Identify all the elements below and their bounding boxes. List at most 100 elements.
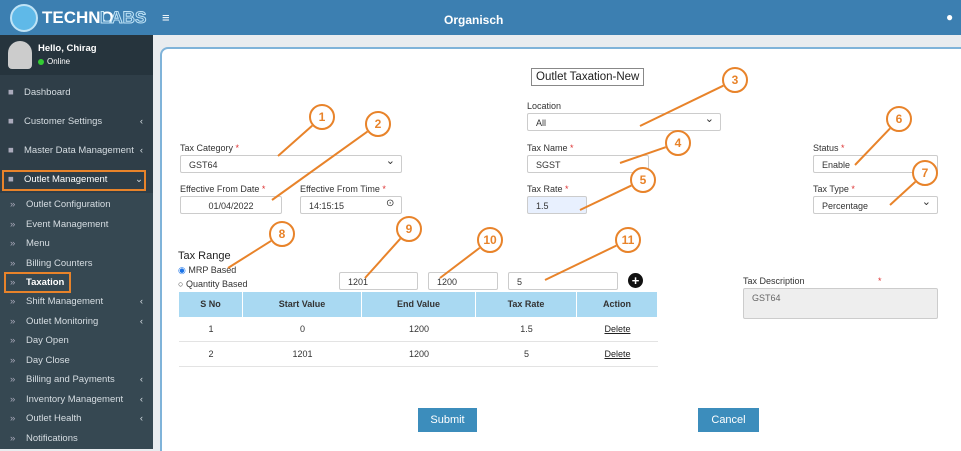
table-cell: 1: [208, 324, 214, 334]
required-mark: *: [261, 184, 266, 194]
menu-label: Outlet Management: [24, 174, 108, 185]
menu-icon: »: [10, 199, 16, 210]
select[interactable]: GST64: [180, 152, 402, 173]
callout-circle: [309, 104, 335, 130]
status: Online: [47, 57, 71, 66]
menu-icon: »: [10, 258, 16, 269]
radio-label: MRP Based: [188, 265, 237, 275]
row-line: [179, 366, 658, 367]
menu-item[interactable]: » Event Management: [0, 215, 153, 235]
menu-item[interactable]: » Billing and Payments ‹: [0, 370, 153, 390]
callout-line: [639, 84, 724, 127]
menu-item[interactable]: ■ Master Data Management ‹: [0, 141, 153, 161]
menu-item[interactable]: » Day Close: [0, 351, 153, 371]
text-input[interactable]: 14:15:15: [300, 196, 402, 214]
submit-button[interactable]: Submit: [418, 408, 477, 432]
menu-item[interactable]: » Menu: [0, 234, 153, 254]
callout-number: 9: [406, 222, 413, 236]
callout-line: [439, 247, 481, 279]
menu-icon: »: [10, 394, 16, 405]
menu-toggle[interactable]: ≡: [162, 10, 170, 25]
chevron: ‹: [139, 316, 143, 327]
chevron: ‹: [139, 116, 143, 127]
menu-item[interactable]: » Billing Counters: [0, 254, 153, 274]
callout-circle: [722, 67, 748, 93]
callout-number: 2: [375, 117, 382, 131]
menu-item[interactable]: » Shift Management ‹: [0, 292, 153, 312]
cancel-button[interactable]: Cancel: [698, 408, 759, 432]
menu-icon: »: [10, 335, 16, 346]
highlight-box: [2, 170, 146, 191]
menu-item[interactable]: » Outlet Configuration: [0, 195, 153, 215]
menu-item[interactable]: » Inventory Management ‹: [0, 390, 153, 410]
menu-item[interactable]: » Taxation: [0, 273, 153, 293]
table-cell: 1201: [292, 349, 313, 359]
field-label: Tax Category *: [180, 143, 239, 153]
textarea[interactable]: GST64: [743, 288, 938, 319]
select[interactable]: All: [527, 110, 721, 131]
field-label: Tax Rate *: [527, 184, 569, 194]
chevron: ‹: [139, 394, 143, 405]
table-cell: 1.5: [520, 324, 533, 334]
callout-circle: [886, 106, 912, 132]
field-label: Location: [527, 101, 561, 111]
end-input[interactable]: 1200: [428, 272, 498, 290]
callout-circle: [665, 130, 691, 156]
text-input[interactable]: 1.5: [527, 196, 587, 214]
required-mark: *: [382, 184, 386, 194]
delete-link[interactable]: Delete: [604, 349, 631, 359]
callout-line: [854, 127, 891, 166]
chevron: ⌄: [135, 174, 143, 185]
label-text: Tax Name: [527, 143, 568, 153]
menu-item[interactable]: ■ Outlet Management ⌄: [0, 170, 153, 190]
menu-icon: »: [10, 316, 16, 327]
table-cell: 2: [208, 349, 214, 359]
callout-circle: [477, 227, 503, 253]
table-cell: 5: [523, 349, 529, 359]
menu-item[interactable]: » Outlet Health ‹: [0, 409, 153, 429]
menu-label: Day Close: [26, 355, 70, 366]
callout-line: [277, 124, 313, 157]
radio-option[interactable]: ◉ MRP Based: [178, 265, 237, 275]
rate-input[interactable]: 5: [508, 272, 618, 290]
menu-label: Outlet Health: [26, 413, 82, 424]
menu-item[interactable]: ■ Customer Settings ‹: [0, 112, 153, 132]
sidebar: Hello, Chirag Online ■ Dashboard ■ Customer…: [0, 35, 153, 449]
callout-number: 6: [896, 112, 903, 126]
form-title: Outlet Taxation-New: [531, 68, 645, 86]
clock-icon[interactable]: ⊙: [386, 198, 395, 209]
top-bar: TECHNO LABS ≡ Organisch ●: [0, 0, 961, 35]
text-input[interactable]: SGST: [527, 155, 649, 173]
logo-text: TECHNO: [42, 8, 114, 27]
callout-circle: [396, 216, 422, 242]
text-input[interactable]: 01/04/2022: [180, 196, 282, 214]
field-label: Effective From Time *: [300, 184, 386, 194]
table-header: End Value: [362, 292, 476, 317]
delete-link[interactable]: Delete: [604, 324, 631, 334]
chevron: ‹: [139, 145, 143, 156]
user-panel: Hello, Chirag Online: [0, 35, 153, 75]
menu-item[interactable]: ■ Dashboard: [0, 83, 153, 103]
menu-label: Dashboard: [24, 87, 71, 98]
table-header: Action: [577, 292, 658, 317]
select[interactable]: Percentage: [813, 193, 938, 214]
menu-item[interactable]: » Outlet Monitoring ‹: [0, 312, 153, 332]
submenu-bg: [0, 193, 153, 449]
chevron: ‹: [139, 374, 143, 385]
menu-label: Shift Management: [26, 296, 104, 307]
table-cell: 0: [299, 324, 305, 334]
menu-item[interactable]: » Notifications: [0, 429, 153, 449]
radio-option[interactable]: ○ Quantity Based: [178, 279, 248, 289]
menu-label: Outlet Configuration: [26, 199, 111, 210]
callout-number: 8: [279, 227, 286, 241]
user-icon[interactable]: ●: [946, 10, 954, 24]
start-input[interactable]: 1201: [339, 272, 418, 290]
required-mark: *: [841, 143, 845, 153]
callout-number: 4: [675, 136, 682, 150]
menu-icon: ■: [8, 174, 14, 185]
highlight-box: [4, 272, 71, 293]
add-button[interactable]: +: [628, 273, 643, 288]
menu-icon: »: [10, 374, 16, 385]
menu-item[interactable]: » Day Open: [0, 331, 153, 351]
